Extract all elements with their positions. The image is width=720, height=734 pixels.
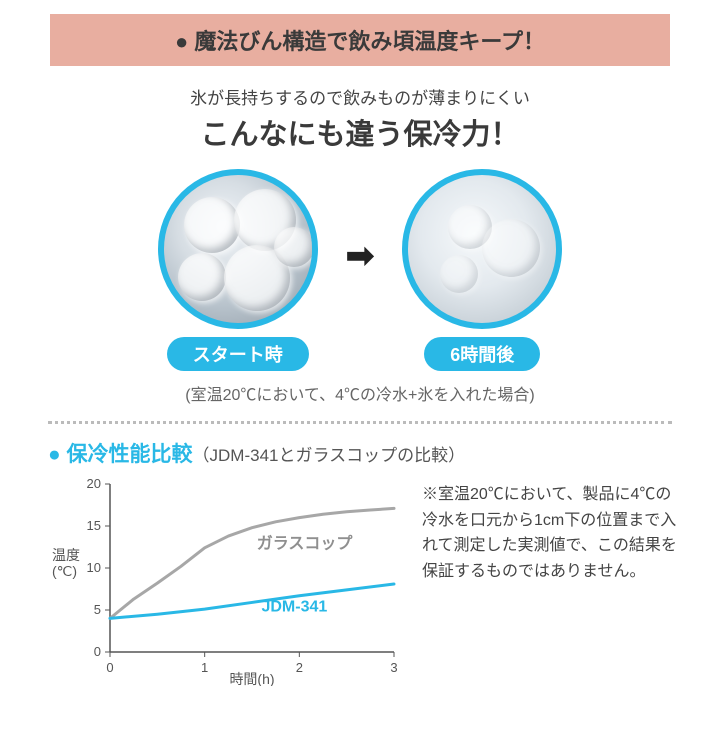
svg-text:2: 2: [296, 660, 303, 675]
svg-text:15: 15: [87, 518, 101, 533]
bullet-icon: ●: [48, 443, 67, 466]
chart-footnote: ※室温20℃において、製品に4℃の冷水を口元から1cm下の位置まで入れて測定した…: [422, 476, 678, 584]
headline: こんなにも違う保冷力！: [0, 111, 720, 153]
svg-text:0: 0: [94, 644, 101, 659]
svg-text:JDM-341: JDM-341: [261, 599, 327, 616]
cup-start-image: [158, 169, 318, 329]
pill-start: スタート時: [167, 337, 309, 371]
svg-text:温度: 温度: [52, 547, 80, 563]
svg-text:10: 10: [87, 560, 101, 575]
svg-text:(℃): (℃): [52, 563, 77, 579]
svg-text:1: 1: [201, 660, 208, 675]
section-desc: （JDM-341とガラスコップの比較）: [193, 446, 466, 465]
cooling-chart: 0 5 10 15 20 0 1 2 3 温度(℃) 時間(h) ガラスコップ JDM-341: [42, 476, 402, 691]
svg-text:時間(h): 時間(h): [229, 671, 274, 686]
svg-text:3: 3: [390, 660, 397, 675]
sub-caption: 氷が長持ちするので飲みものが薄まりにくい: [0, 84, 720, 109]
cup-after: 6時間後: [402, 169, 562, 371]
arrow-icon: ➡: [346, 236, 375, 276]
svg-text:5: 5: [94, 602, 101, 617]
svg-text:0: 0: [106, 660, 113, 675]
section-label: 保冷性能比較: [67, 443, 193, 466]
svg-text:ガラスコップ: ガラスコップ: [257, 534, 354, 553]
pill-after: 6時間後: [424, 337, 540, 371]
divider-dotted: [48, 421, 672, 424]
ice-comparison: スタート時 ➡ 6時間後: [0, 169, 720, 371]
cup-after-image: [402, 169, 562, 329]
cup-start: スタート時: [158, 169, 318, 371]
banner-title: ● 魔法びん構造で飲み頃温度キープ！: [50, 14, 670, 66]
section-title: ● 保冷性能比較（JDM-341とガラスコップの比較）: [48, 438, 672, 468]
condition-note: (室温20℃において、4℃の冷水+氷を入れた場合): [0, 381, 720, 405]
svg-text:20: 20: [87, 476, 101, 491]
